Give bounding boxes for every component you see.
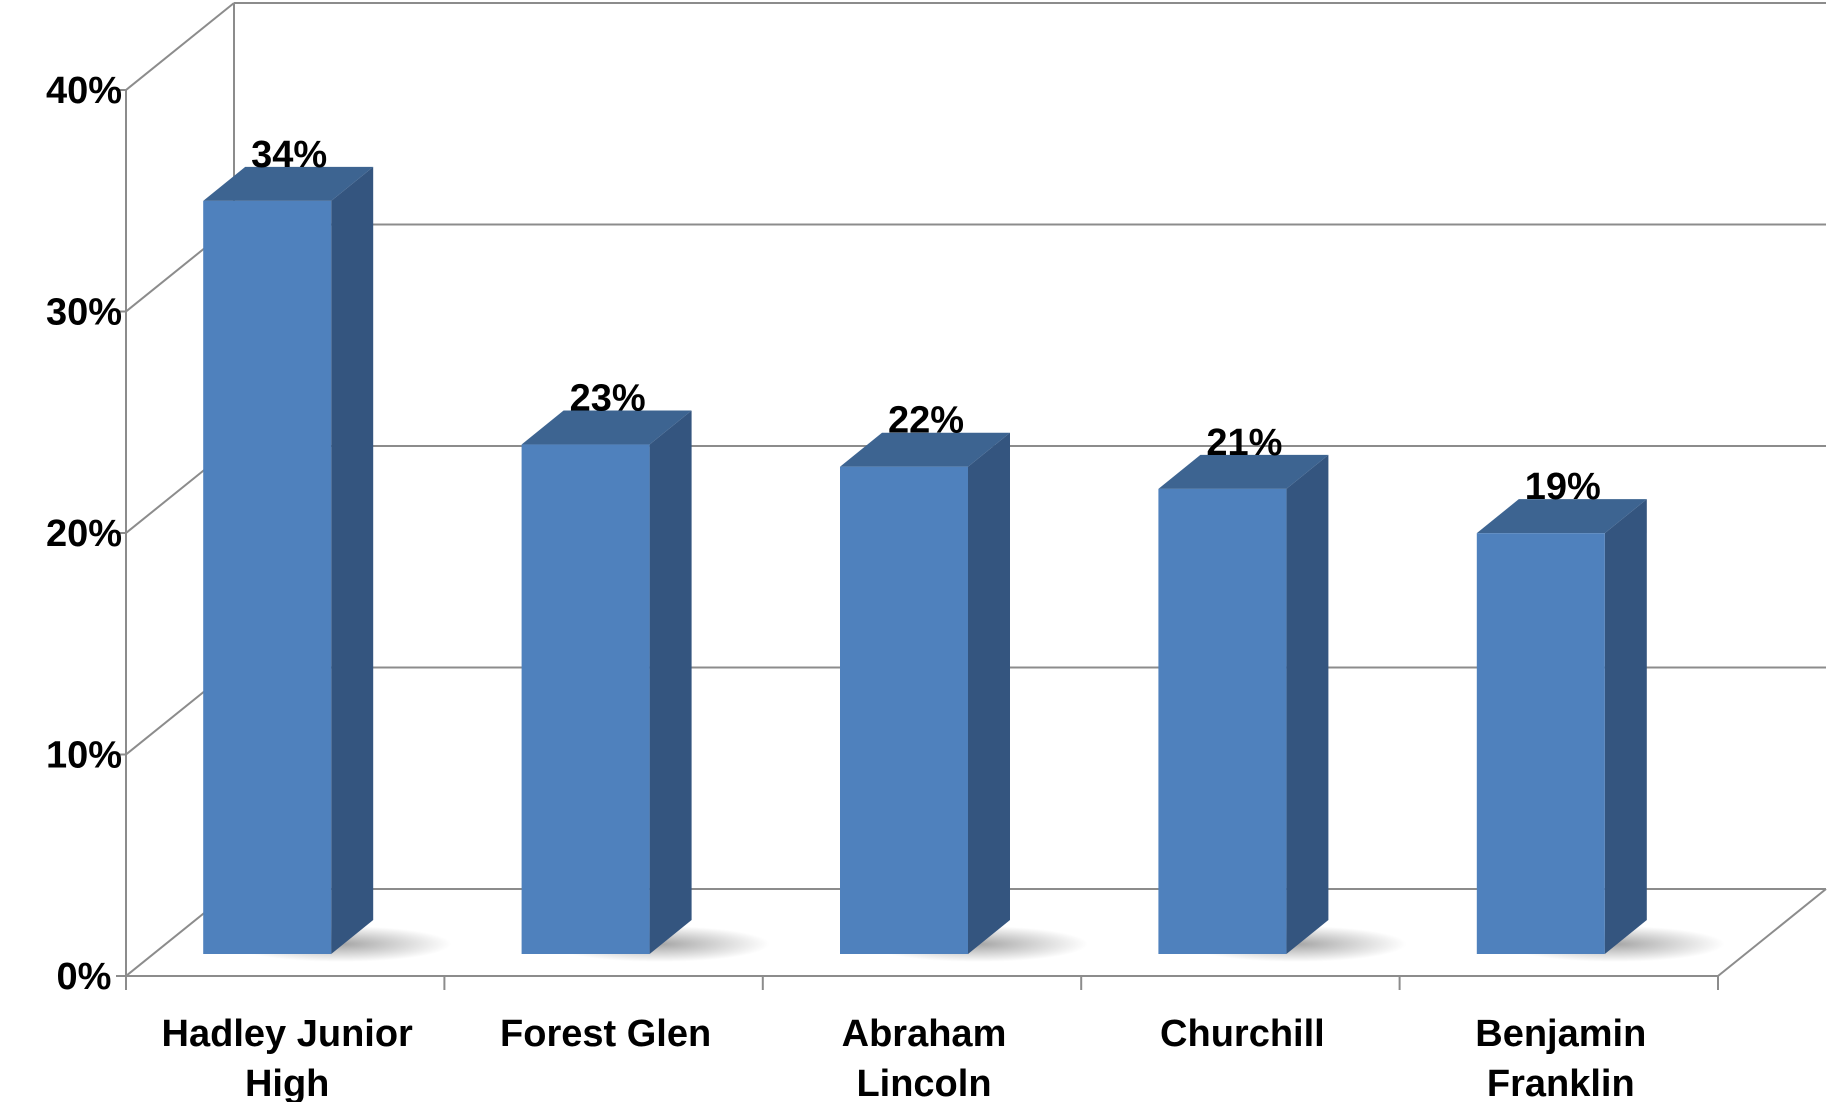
bar-top	[521, 410, 692, 445]
x-tick-label: Benjamin Franklin	[1475, 1013, 1646, 1102]
data-labels: 34% 23% 22% 21% 19%	[251, 134, 1601, 508]
bar	[203, 200, 332, 954]
bar	[521, 444, 650, 954]
bar-side	[331, 166, 374, 954]
data-label: 21%	[1206, 422, 1282, 464]
data-label: 22%	[888, 400, 964, 442]
x-tick-label-line: High	[245, 1063, 329, 1102]
bar	[840, 466, 968, 954]
x-tick-label: Churchill	[1160, 1013, 1325, 1055]
x-axis: Hadley Junior High Forest Glen Abraham Linco…	[162, 1013, 1647, 1102]
floor-right-edge	[1717, 888, 1827, 977]
x-tick-label: Hadley Junior High	[162, 1013, 413, 1102]
bar	[1158, 488, 1287, 954]
x-tick-label-line: Forest Glen	[500, 1013, 711, 1055]
data-label: 19%	[1525, 466, 1601, 508]
bar-top	[1476, 499, 1647, 534]
x-tick-label: Abraham Lincoln	[842, 1013, 1007, 1102]
x-tick-label-line: Franklin	[1487, 1063, 1635, 1102]
data-label: 23%	[570, 378, 646, 420]
bar-side	[1286, 454, 1329, 954]
y-tick-label: 20%	[46, 513, 122, 555]
bar-side	[1604, 499, 1647, 954]
side-gridline	[125, 2, 235, 91]
y-axis: 0% 10% 20% 30% 40%	[46, 70, 122, 998]
x-tick-label-line: Churchill	[1160, 1013, 1325, 1055]
y-tick-label: 30%	[46, 292, 122, 334]
bar-side	[968, 432, 1010, 954]
bar-top	[1158, 454, 1329, 489]
bars	[203, 166, 1725, 962]
bar-top	[840, 432, 1010, 467]
x-tick-label-line: Benjamin	[1475, 1013, 1646, 1055]
data-label: 34%	[251, 134, 327, 176]
bar-side	[649, 410, 692, 954]
x-tick-label-line: Lincoln	[856, 1063, 991, 1102]
y-tick-label: 10%	[46, 735, 122, 777]
bar-top	[203, 166, 374, 201]
x-tick-label-line: Hadley Junior	[162, 1013, 413, 1055]
bar	[1476, 533, 1605, 954]
y-tick-label: 40%	[46, 70, 122, 112]
y-tick-label: 0%	[57, 956, 112, 998]
x-tick-label-line: Abraham	[842, 1013, 1007, 1055]
x-tick-label: Forest Glen	[500, 1013, 711, 1055]
